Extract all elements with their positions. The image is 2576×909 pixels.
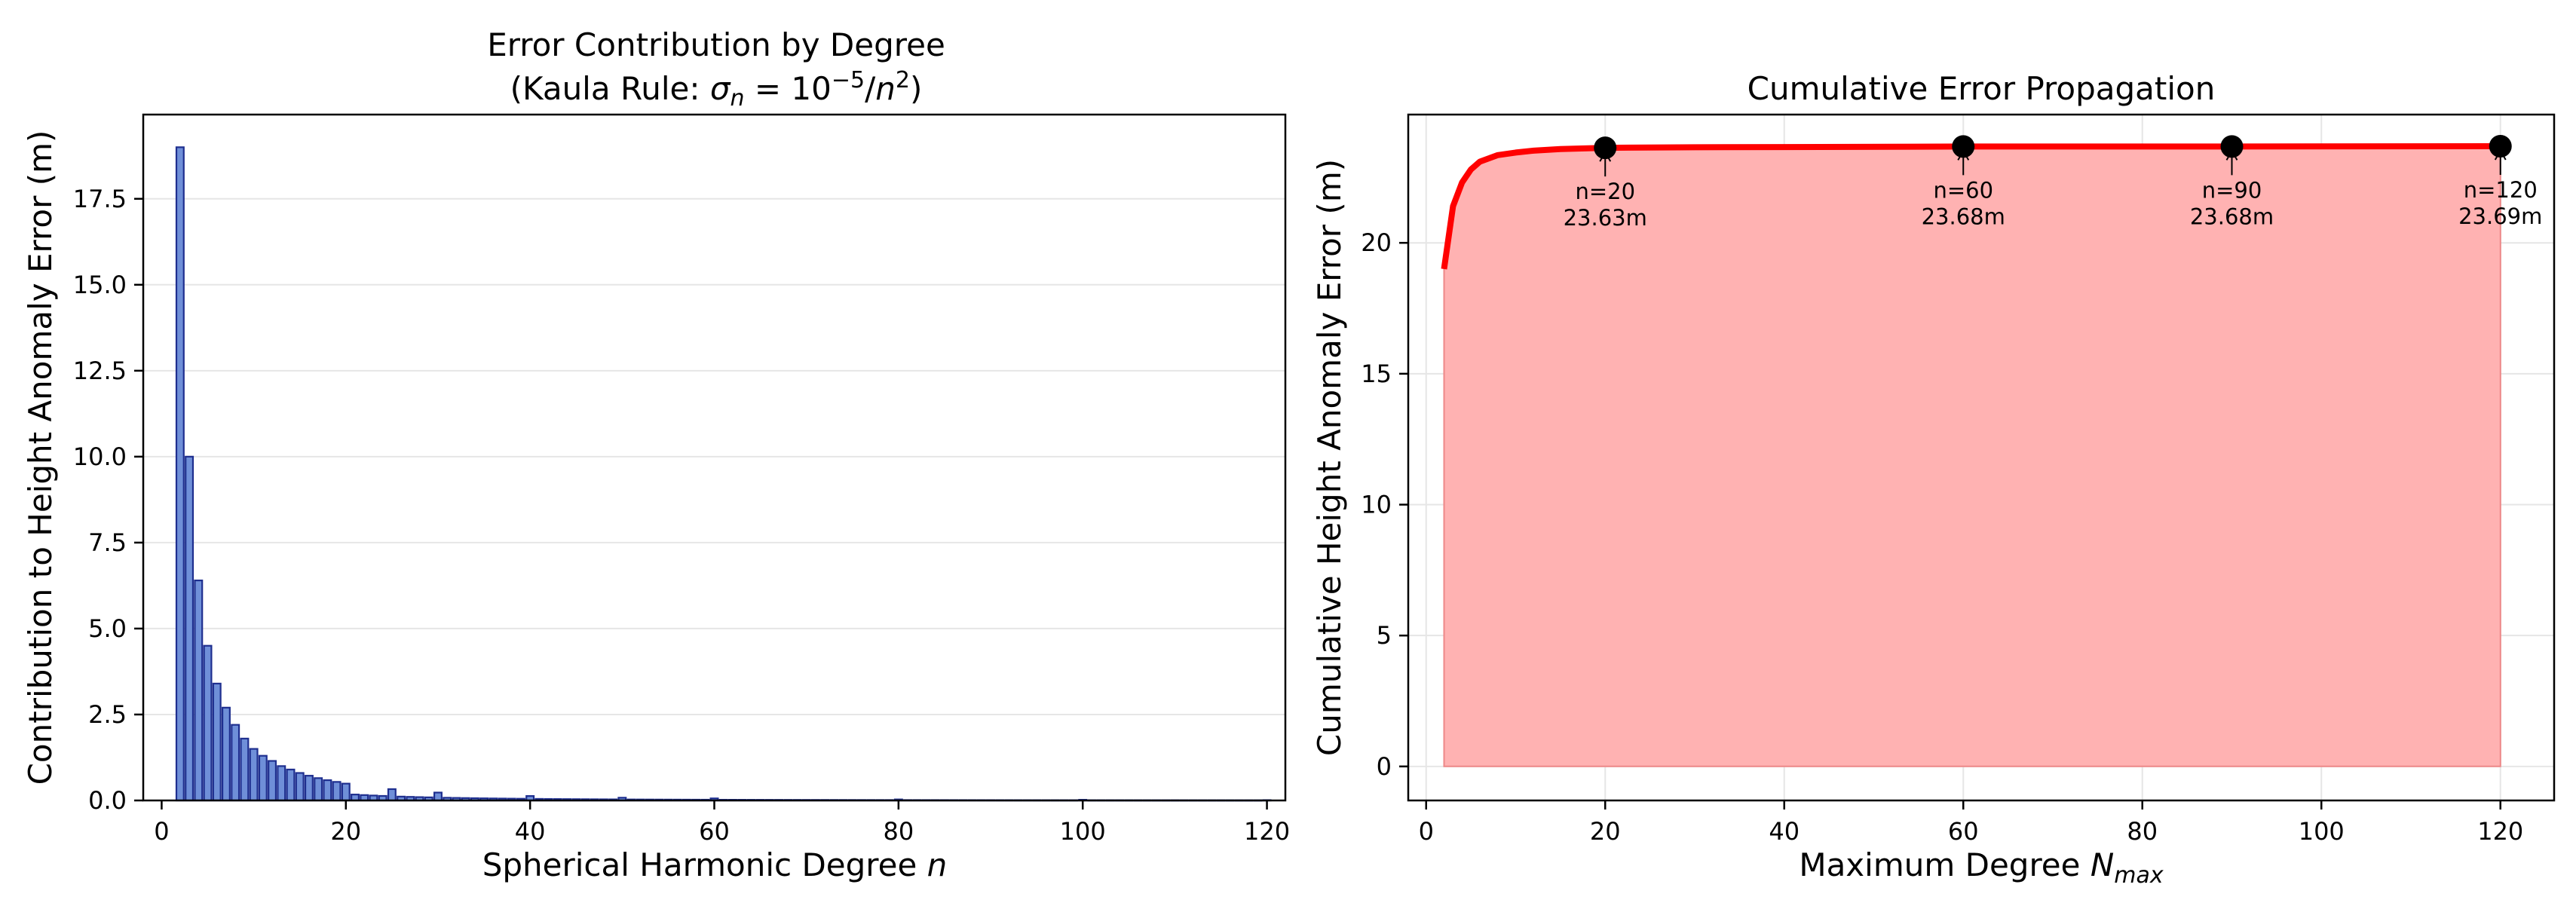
chart1-title-line2: (Kaula Rule: σn = 10−5/n2): [510, 67, 923, 112]
chart1-bar-n8: [231, 724, 240, 802]
chart1-bar-n25: [387, 788, 397, 802]
chart2-annotation-degree-n60: n=60: [1933, 177, 1993, 203]
chart1-bar-n3: [185, 455, 195, 802]
chart1-ytick-label-6: 15.0: [73, 271, 127, 299]
chart2-cumulative-line: [1441, 143, 2501, 270]
chart1-bar-n13: [277, 765, 286, 802]
chart1-bar-n14: [286, 768, 296, 802]
chart1-xtick-label-4: 80: [883, 817, 914, 846]
chart2-marker-n60: [1952, 135, 1975, 158]
chart1-ytick-label-2: 5.0: [88, 614, 127, 643]
chart1-bar-n5: [203, 644, 213, 802]
chart2-annotation-degree-n90: n=90: [2202, 177, 2262, 203]
chart1-x-ticks: 0 20 40 60 80 100 120: [154, 800, 1290, 846]
chart1-bar-n11: [258, 754, 268, 802]
chart1-bar-n12: [268, 760, 277, 802]
chart1-xtick-label-0: 0: [154, 817, 169, 846]
chart1-ytick-label-7: 17.5: [73, 185, 127, 213]
chart1-xtick-label-3: 60: [699, 817, 730, 846]
chart2-markers: n=2023.63mn=6023.68mn=9023.68mn=12023.69…: [1564, 135, 2542, 231]
chart2-annotation-arrowhead-n120: [2494, 149, 2507, 161]
chart1-bar-n20: [341, 782, 351, 802]
chart2-marker-n90: [2220, 135, 2244, 158]
chart2-annotation-value-n90: 23.68m: [2190, 204, 2274, 229]
chart1-ytick-label-3: 7.5: [88, 528, 127, 557]
chart2-annotation-value-n120: 23.69m: [2458, 204, 2542, 229]
chart1-bar-n9: [240, 737, 250, 802]
chart2-ytick-label-2: 10: [1361, 491, 1392, 519]
chart2-annotation-arrowhead-n60: [1957, 149, 1970, 161]
chart2-y-ticks: 0 5 10 15 20: [1361, 228, 1408, 781]
chart1-bar-n16: [304, 775, 314, 802]
chart2-marker-n20: [1594, 136, 1617, 160]
chart1-bar-n4: [194, 579, 204, 802]
chart2-annotation-degree-n20: n=20: [1575, 179, 1635, 204]
chart2-x-axis-label: Maximum Degree Nmax: [1799, 846, 2164, 889]
chart1-bar-n17: [314, 777, 323, 802]
chart1-xtick-label-5: 100: [1060, 817, 1106, 846]
chart2-ytick-label-3: 15: [1361, 360, 1392, 388]
chart2-xtick-label-3: 60: [1948, 817, 1979, 846]
chart1-ytick-label-0: 0.0: [88, 786, 127, 815]
chart2-annotation-value-n20: 23.63m: [1564, 205, 1647, 231]
chart1-gridlines: [143, 197, 1285, 801]
chart2-xtick-label-5: 100: [2299, 817, 2345, 846]
chart1-bar-n15: [295, 772, 305, 802]
chart1-plot-frame: [142, 113, 1287, 802]
chart2-xtick-label-1: 20: [1590, 817, 1621, 846]
chart1-y-axis-label: Contribution to Height Anomaly Error (m): [22, 130, 59, 785]
chart2-plot-frame: [1407, 113, 2556, 802]
chart1-xtick-label-2: 40: [515, 817, 546, 846]
chart2-annotation-arrowhead-n90: [2225, 149, 2238, 161]
chart2-xtick-label-2: 40: [1769, 817, 1800, 846]
chart2-title: Cumulative Error Propagation: [1747, 70, 2216, 107]
chart2-annotation-degree-n120: n=120: [2464, 177, 2538, 203]
chart2-annotation-value-n60: 23.68m: [1922, 204, 2005, 229]
chart1-bar-n2: [175, 146, 185, 802]
chart1-bar-n10: [249, 748, 259, 802]
chart2-filled-area: [1443, 145, 2501, 767]
chart1-bar-n6: [212, 682, 222, 802]
bar-chart: Error Contribution by Degree (Kaula Rule…: [22, 26, 1290, 883]
chart1-ytick-label-4: 10.0: [73, 442, 127, 471]
chart1-bar-n30: [433, 791, 443, 802]
chart1-bar-n7: [221, 706, 231, 802]
chart1-ytick-label-1: 2.5: [88, 700, 127, 729]
chart1-bar-n18: [323, 779, 332, 802]
chart1-ytick-label-5: 12.5: [73, 357, 127, 385]
chart1-bar-n19: [332, 781, 342, 802]
chart1-xtick-label-1: 20: [330, 817, 361, 846]
chart2-ytick-label-1: 5: [1377, 621, 1392, 650]
chart1-x-axis-label: Spherical Harmonic Degree n: [482, 846, 948, 883]
chart2-ytick-label-4: 20: [1361, 228, 1392, 257]
chart2-ytick-label-0: 0: [1377, 752, 1392, 781]
chart1-xtick-label-6: 120: [1244, 817, 1290, 846]
chart2-x-ticks: 0 20 40 60 80 100 120: [1419, 800, 2523, 846]
chart2-marker-n120: [2489, 135, 2512, 158]
chart1-title-line1: Error Contribution by Degree: [487, 26, 945, 63]
chart2-xtick-label-4: 80: [2127, 817, 2158, 846]
chart2-y-axis-label: Cumulative Height Anomaly Error (m): [1311, 159, 1348, 756]
chart2-annotation-arrowhead-n20: [1599, 151, 1612, 162]
chart2-xtick-label-6: 120: [2477, 817, 2523, 846]
chart2-xtick-label-0: 0: [1419, 817, 1434, 846]
chart1-bars: [175, 146, 1272, 802]
chart1-y-ticks: 0.0 2.5 5.0 7.5 10.0 12.5 15.0 17.5: [73, 185, 143, 815]
